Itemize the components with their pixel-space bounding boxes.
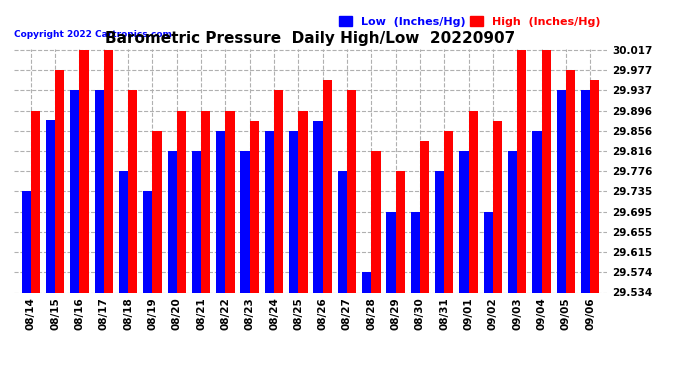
Bar xyxy=(144,192,152,292)
Bar xyxy=(557,90,566,292)
Bar xyxy=(55,70,64,292)
Bar xyxy=(216,130,226,292)
Legend: Low  (Inches/Hg), High  (Inches/Hg): Low (Inches/Hg), High (Inches/Hg) xyxy=(337,15,602,28)
Bar xyxy=(70,90,79,292)
Bar xyxy=(298,111,308,292)
Bar xyxy=(177,111,186,292)
Bar xyxy=(386,211,395,292)
Bar xyxy=(508,151,518,292)
Bar xyxy=(484,211,493,292)
Bar xyxy=(411,211,420,292)
Bar xyxy=(313,121,323,292)
Bar xyxy=(240,151,250,292)
Bar xyxy=(460,151,469,292)
Text: Copyright 2022 Cartronics.com: Copyright 2022 Cartronics.com xyxy=(14,30,172,39)
Bar xyxy=(590,80,600,292)
Bar xyxy=(420,141,429,292)
Bar xyxy=(542,50,551,292)
Title: Barometric Pressure  Daily High/Low  20220907: Barometric Pressure Daily High/Low 20220… xyxy=(106,31,515,46)
Bar xyxy=(201,111,210,292)
Bar xyxy=(493,121,502,292)
Bar xyxy=(95,90,103,292)
Bar xyxy=(532,130,542,292)
Bar xyxy=(395,171,405,292)
Bar xyxy=(347,90,356,292)
Bar xyxy=(168,151,177,292)
Bar xyxy=(250,121,259,292)
Bar xyxy=(444,130,453,292)
Bar xyxy=(274,90,284,292)
Bar xyxy=(21,192,31,292)
Bar xyxy=(371,151,381,292)
Bar xyxy=(79,50,89,292)
Bar xyxy=(46,120,55,292)
Bar xyxy=(119,171,128,292)
Bar xyxy=(566,70,575,292)
Bar xyxy=(581,90,590,292)
Bar xyxy=(31,111,40,292)
Bar xyxy=(152,130,161,292)
Bar xyxy=(104,50,113,292)
Bar xyxy=(226,111,235,292)
Bar xyxy=(337,171,347,292)
Bar xyxy=(289,130,298,292)
Bar xyxy=(435,171,444,292)
Bar xyxy=(128,90,137,292)
Bar xyxy=(265,130,274,292)
Bar xyxy=(469,111,477,292)
Bar xyxy=(362,272,371,292)
Bar xyxy=(323,80,332,292)
Bar xyxy=(518,50,526,292)
Bar xyxy=(192,151,201,292)
